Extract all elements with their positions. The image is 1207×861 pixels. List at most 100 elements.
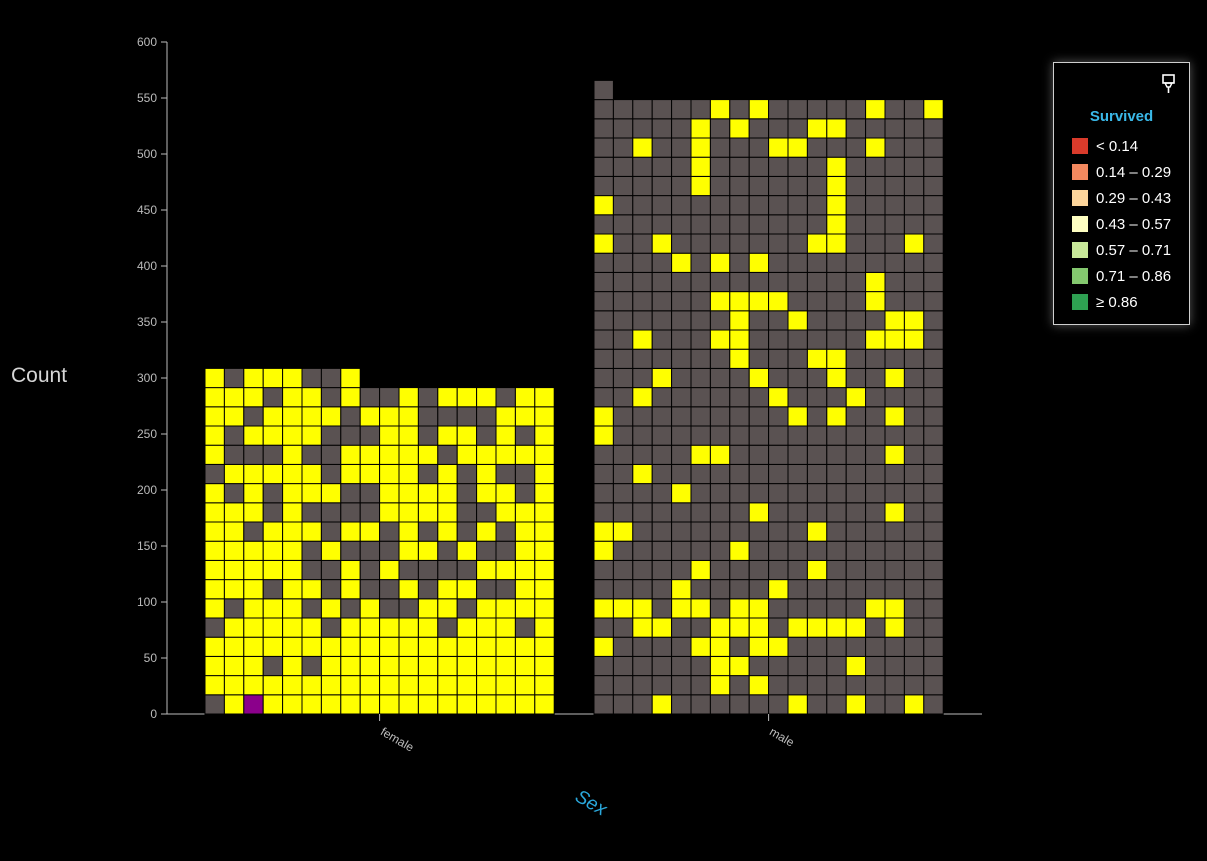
waffle-cell[interactable] [534,694,555,715]
waffle-cell[interactable] [748,214,770,235]
waffle-cell[interactable] [903,329,925,350]
waffle-cell[interactable] [476,694,497,715]
waffle-cell[interactable] [903,118,925,139]
waffle-cell[interactable] [768,502,789,523]
waffle-cell[interactable] [768,675,789,696]
waffle-cell[interactable] [709,118,731,139]
waffle-cell[interactable] [340,463,361,485]
waffle-cell[interactable] [593,271,614,293]
waffle-cell[interactable] [923,406,944,427]
waffle-cell[interactable] [709,559,731,581]
waffle-cell[interactable] [495,675,516,696]
waffle-cell[interactable] [632,367,653,389]
waffle-cell[interactable] [262,559,284,581]
waffle-cell[interactable] [223,387,245,408]
waffle-cell[interactable] [884,271,905,293]
waffle-cell[interactable] [806,387,828,408]
waffle-cell[interactable] [651,655,673,677]
waffle-cell[interactable] [729,137,750,158]
waffle-cell[interactable] [340,655,361,677]
waffle-cell[interactable] [456,463,478,485]
waffle-cell[interactable] [514,655,536,677]
waffle-cell[interactable] [632,502,653,523]
waffle-cell[interactable] [632,175,653,197]
waffle-cell[interactable] [768,175,789,197]
waffle-cell[interactable] [651,310,673,331]
waffle-cell[interactable] [903,137,925,158]
waffle-cell[interactable] [495,521,516,542]
waffle-cell[interactable] [768,118,789,139]
waffle-cell[interactable] [223,463,245,485]
waffle-cell[interactable] [301,636,322,657]
waffle-cell[interactable] [514,406,536,427]
waffle-cell[interactable] [826,444,847,465]
waffle-cell[interactable] [865,156,886,177]
waffle-cell[interactable] [923,579,944,600]
waffle-cell[interactable] [359,655,381,677]
waffle-cell[interactable] [709,329,731,350]
waffle-cell[interactable] [671,252,692,273]
waffle-cell[interactable] [690,175,711,197]
waffle-cell[interactable] [806,156,828,177]
waffle-cell[interactable] [223,406,245,427]
waffle-cell[interactable] [379,636,400,657]
waffle-cell[interactable] [612,540,634,561]
waffle-cell[interactable] [593,252,614,273]
waffle-cell[interactable] [495,406,516,427]
waffle-cell[interactable] [709,540,731,561]
waffle-cell[interactable] [671,348,692,369]
waffle-cell[interactable] [709,99,731,120]
waffle-cell[interactable] [729,233,750,254]
waffle-cell[interactable] [495,636,516,657]
waffle-cell[interactable] [476,655,497,677]
waffle-cell[interactable] [709,195,731,216]
waffle-cell[interactable] [301,521,322,542]
waffle-cell[interactable] [417,425,439,446]
waffle-cell[interactable] [320,675,342,696]
waffle-cell[interactable] [320,463,342,485]
waffle-cell[interactable] [243,598,264,619]
waffle-cell[interactable] [884,195,905,216]
waffle-cell[interactable] [845,118,867,139]
waffle-cell[interactable] [690,406,711,427]
waffle-cell[interactable] [690,137,711,158]
waffle-cell[interactable] [709,675,731,696]
waffle-cell[interactable] [340,425,361,446]
waffle-cell[interactable] [768,655,789,677]
waffle-cell[interactable] [534,598,555,619]
waffle-cell[interactable] [709,175,731,197]
waffle-cell[interactable] [612,156,634,177]
waffle-cell[interactable] [884,367,905,389]
waffle-cell[interactable] [671,521,692,542]
waffle-cell[interactable] [709,502,731,523]
waffle-cell[interactable] [379,425,400,446]
waffle-cell[interactable] [845,694,867,715]
waffle-cell[interactable] [301,598,322,619]
waffle-cell[interactable] [417,579,439,600]
waffle-cell[interactable] [417,406,439,427]
waffle-cell[interactable] [729,559,750,581]
waffle-cell[interactable] [282,502,303,523]
waffle-cell[interactable] [204,406,225,427]
waffle-cell[interactable] [632,156,653,177]
waffle-cell[interactable] [456,617,478,638]
waffle-cell[interactable] [865,425,886,446]
waffle-cell[interactable] [729,195,750,216]
waffle-cell[interactable] [495,694,516,715]
waffle-cell[interactable] [845,483,867,504]
waffle-cell[interactable] [748,252,770,273]
waffle-cell[interactable] [884,329,905,350]
legend-item[interactable]: 0.43 – 0.57 [1072,211,1171,237]
waffle-cell[interactable] [476,444,497,465]
waffle-cell[interactable] [806,694,828,715]
waffle-cell[interactable] [651,636,673,657]
waffle-cell[interactable] [320,367,342,389]
waffle-cell[interactable] [729,175,750,197]
waffle-cell[interactable] [243,502,264,523]
waffle-cell[interactable] [651,444,673,465]
waffle-cell[interactable] [632,540,653,561]
waffle-cell[interactable] [456,694,478,715]
waffle-cell[interactable] [632,99,653,120]
waffle-cell[interactable] [806,655,828,677]
waffle-cell[interactable] [768,636,789,657]
